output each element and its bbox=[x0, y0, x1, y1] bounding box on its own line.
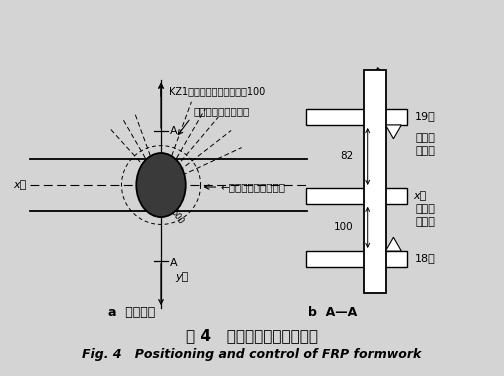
Text: ←玻璃钢模定位控制点: ←玻璃钢模定位控制点 bbox=[220, 182, 285, 192]
Bar bbox=[306, 251, 407, 267]
Text: x向: x向 bbox=[413, 191, 426, 201]
Polygon shape bbox=[386, 125, 401, 139]
Text: 采用玻
璃钢模: 采用玻 璃钢模 bbox=[415, 204, 435, 227]
Text: 82: 82 bbox=[341, 152, 354, 161]
Text: Fig. 4   Positioning and control of FRP formwork: Fig. 4 Positioning and control of FRP fo… bbox=[82, 347, 422, 361]
Text: x向: x向 bbox=[13, 180, 27, 190]
Bar bbox=[306, 109, 407, 125]
Text: 图 4   玻璃钢模定位控制示意: 图 4 玻璃钢模定位控制示意 bbox=[186, 328, 318, 343]
Bar bbox=[306, 188, 407, 204]
Text: 玻璃钢模定位控制点: 玻璃钢模定位控制点 bbox=[194, 106, 250, 116]
Text: y向: y向 bbox=[175, 272, 188, 282]
Ellipse shape bbox=[136, 153, 186, 217]
Text: 18层: 18层 bbox=[415, 253, 436, 263]
Text: 500: 500 bbox=[169, 208, 185, 226]
Polygon shape bbox=[386, 237, 401, 251]
Text: A: A bbox=[170, 126, 177, 136]
Text: a  定位控制: a 定位控制 bbox=[108, 306, 155, 319]
Text: b  A—A: b A—A bbox=[308, 306, 358, 319]
Text: 100: 100 bbox=[334, 223, 354, 232]
Text: 采用散
拼模板: 采用散 拼模板 bbox=[415, 133, 435, 156]
Text: 80: 80 bbox=[154, 170, 163, 180]
Text: KZ1往轴线方向偏移，每层100: KZ1往轴线方向偏移，每层100 bbox=[169, 86, 265, 97]
Text: 19层: 19层 bbox=[415, 111, 436, 121]
Text: A: A bbox=[170, 258, 177, 268]
Bar bbox=[364, 70, 386, 293]
